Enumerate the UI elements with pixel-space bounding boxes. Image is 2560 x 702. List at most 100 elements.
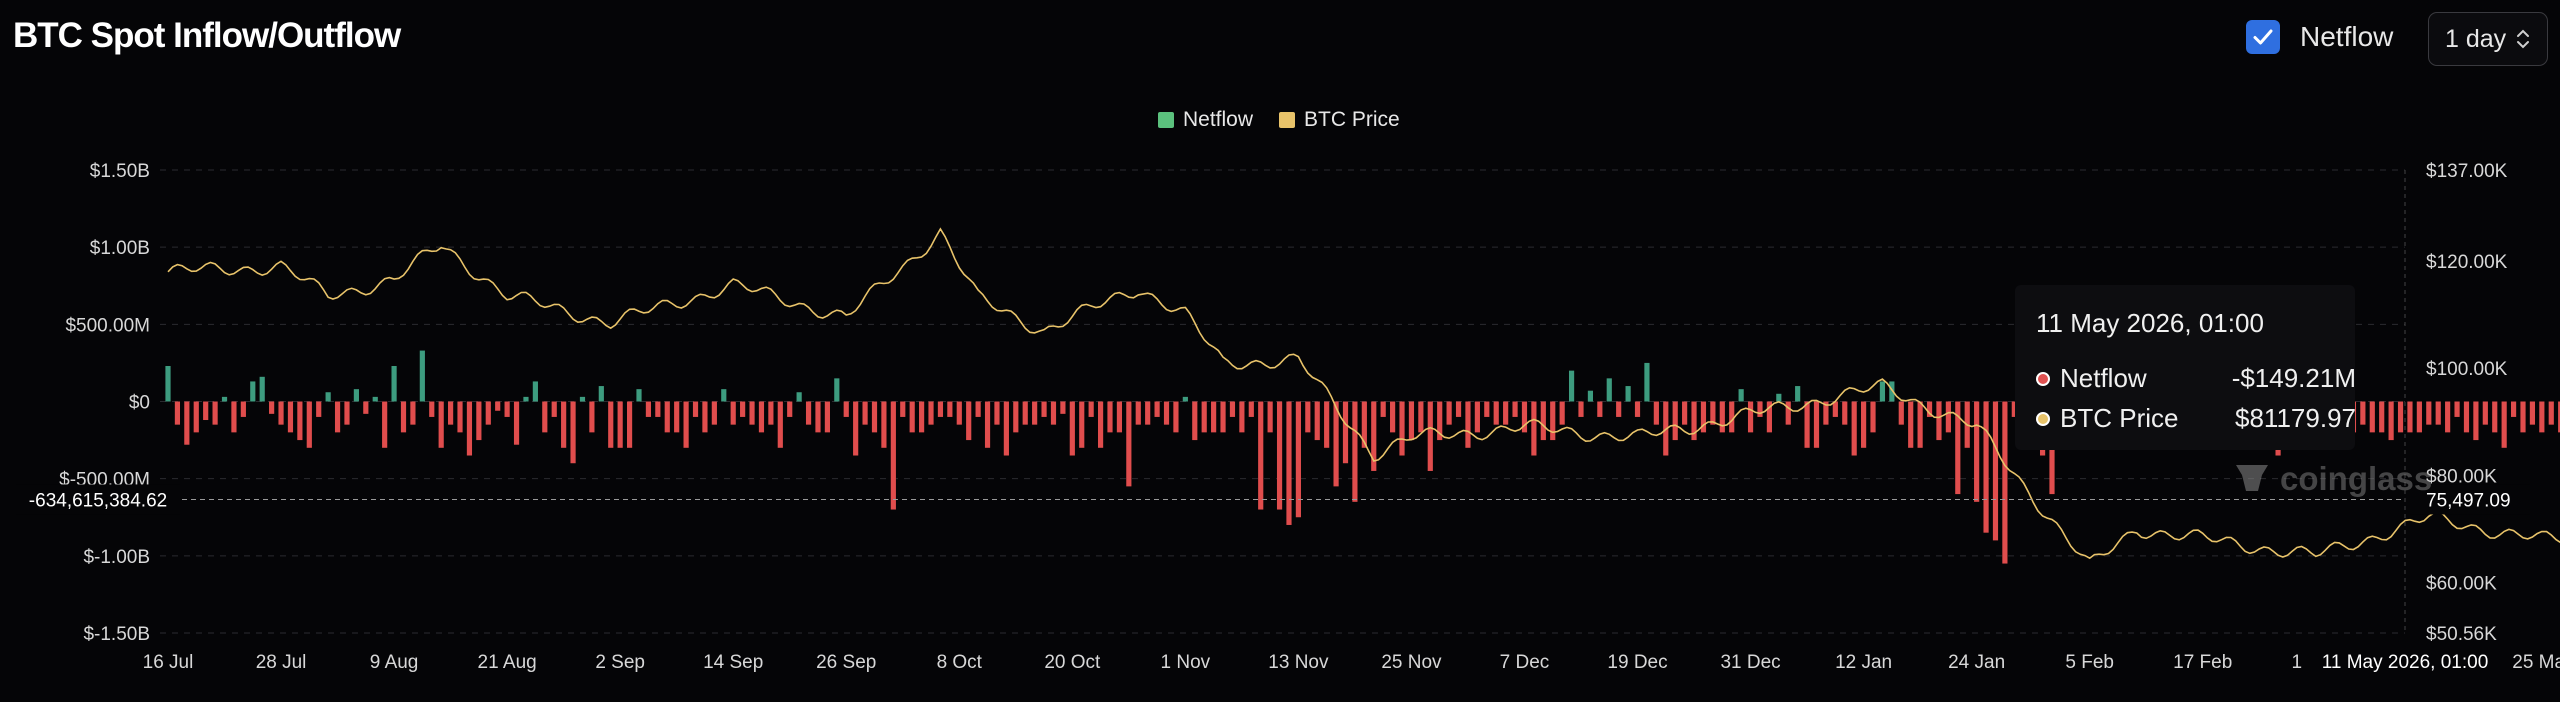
netflow-bar (1531, 401, 1537, 456)
legend-item-netflow[interactable]: Netflow (1158, 108, 1253, 132)
x-tick-label: 12 Jan (1835, 652, 1892, 673)
netflow-bar (626, 401, 633, 448)
netflow-bar (1324, 401, 1330, 448)
netflow-bar (919, 401, 925, 433)
netflow-bar (1625, 386, 1631, 402)
x-tick-label: 31 Dec (1720, 652, 1780, 673)
netflow-bar (956, 401, 962, 425)
tooltip-value-btc-price: $81179.97 (2235, 403, 2356, 433)
netflow-bar (2492, 401, 2498, 433)
netflow-bar (758, 401, 765, 433)
netflow-bar (1493, 401, 1499, 425)
netflow-bar (1823, 401, 1829, 425)
netflow-bar (1201, 401, 1207, 433)
netflow-bar (1597, 401, 1603, 417)
netflow-bar (363, 401, 369, 414)
y-left-tick-label: $0 (129, 393, 150, 414)
x-tick-label: 2 Sep (595, 652, 645, 673)
x-tick-label: 8 Oct (937, 652, 983, 673)
netflow-bar (485, 401, 491, 425)
tooltip-value-netflow: -$149.21M (2231, 363, 2356, 393)
netflow-bar (1032, 401, 1038, 425)
netflow-bar (975, 401, 981, 417)
netflow-bar (702, 401, 708, 433)
x-tick-label: 26 Sep (816, 652, 876, 673)
netflow-bar (1258, 401, 1264, 510)
netflow-bar (1653, 401, 1659, 425)
netflow-bar (2454, 401, 2460, 417)
netflow-bar (1418, 401, 1424, 433)
netflow-bar (881, 401, 887, 448)
netflow-bar (221, 396, 228, 402)
netflow-bar (269, 401, 275, 414)
netflow-bar (429, 401, 435, 417)
crosshair-right-label-bg (2410, 484, 2530, 515)
netflow-bar (664, 401, 670, 433)
netflow-bar (561, 401, 567, 448)
netflow-bar (391, 366, 397, 402)
netflow-bar (815, 401, 821, 433)
netflow-checkbox[interactable] (2246, 20, 2280, 54)
netflow-bar (1550, 401, 1556, 441)
netflow-bar (457, 401, 463, 433)
netflow-bar (1729, 401, 1735, 433)
netflow-bar (579, 396, 586, 402)
netflow-bar (523, 396, 529, 402)
netflow-bar (1936, 401, 1942, 441)
netflow-bar (787, 401, 793, 417)
netflow-bar (2520, 401, 2526, 433)
y-right-tick-label: $120.00K (2426, 252, 2508, 273)
x-tick-label: 25 Nov (1381, 652, 1442, 673)
netflow-bar (2369, 401, 2375, 433)
netflow-bar (1559, 401, 1565, 425)
netflow-bar (400, 401, 407, 433)
netflow-bar (325, 392, 331, 402)
netflow-bar (1606, 378, 1612, 402)
netflow-bar (1173, 401, 1179, 433)
y-right-tick-label: $60.00K (2426, 573, 2497, 594)
netflow-bar (2388, 401, 2394, 441)
netflow-bar (777, 401, 783, 448)
netflow-bar (589, 401, 595, 433)
check-icon (2253, 29, 2273, 45)
interval-value: 1 day (2445, 24, 2507, 53)
netflow-bar (749, 401, 755, 425)
netflow-bar (1239, 401, 1245, 433)
x-tick-label: 25 Mar (2512, 652, 2560, 673)
netflow-bar (862, 401, 868, 425)
netflow-bar (645, 401, 652, 417)
netflow-bar (1503, 401, 1509, 425)
netflow-bar (1634, 401, 1641, 417)
netflow-bar (476, 401, 482, 441)
tooltip-date: 11 May 2026, 01:00 (2036, 308, 2264, 338)
netflow-bar (947, 401, 953, 417)
netflow-bar (2529, 401, 2536, 425)
netflow-bar (1069, 401, 1075, 456)
netflow-bar (193, 401, 199, 433)
netflow-bar (796, 392, 802, 402)
netflow-bar (1154, 401, 1160, 417)
interval-select[interactable]: 1 day (2428, 12, 2548, 66)
netflow-bar (2360, 401, 2366, 425)
chart-tooltip: 11 May 2026, 01:00 Netflow -$149.21M BTC… (2015, 285, 2356, 450)
x-tick-label: 5 Feb (2065, 652, 2114, 673)
x-tick-label: 21 Aug (478, 652, 537, 673)
legend-item-btc-price[interactable]: BTC Price (1279, 108, 1400, 132)
netflow-bar (2463, 401, 2470, 433)
netflow-bar (1041, 401, 1047, 417)
netflow-bar (1578, 401, 1584, 417)
netflow-bar (1380, 401, 1386, 417)
netflow-bar (240, 401, 246, 417)
y-left-tick-label: $-1.00B (83, 547, 150, 568)
tooltip-name-netflow: Netflow (2060, 363, 2147, 393)
netflow-bar (1776, 393, 1782, 402)
netflow-bar (1126, 401, 1132, 487)
netflow-bar (843, 401, 849, 417)
netflow-bar (344, 401, 350, 425)
x-tick-label: 24 Jan (1948, 652, 2005, 673)
netflow-bar (1766, 401, 1772, 433)
netflow-bar (1813, 401, 1820, 448)
x-tick-label: 28 Jul (256, 652, 307, 673)
netflow-toggle[interactable]: Netflow (2246, 20, 2393, 54)
netflow-bar (1229, 401, 1236, 417)
